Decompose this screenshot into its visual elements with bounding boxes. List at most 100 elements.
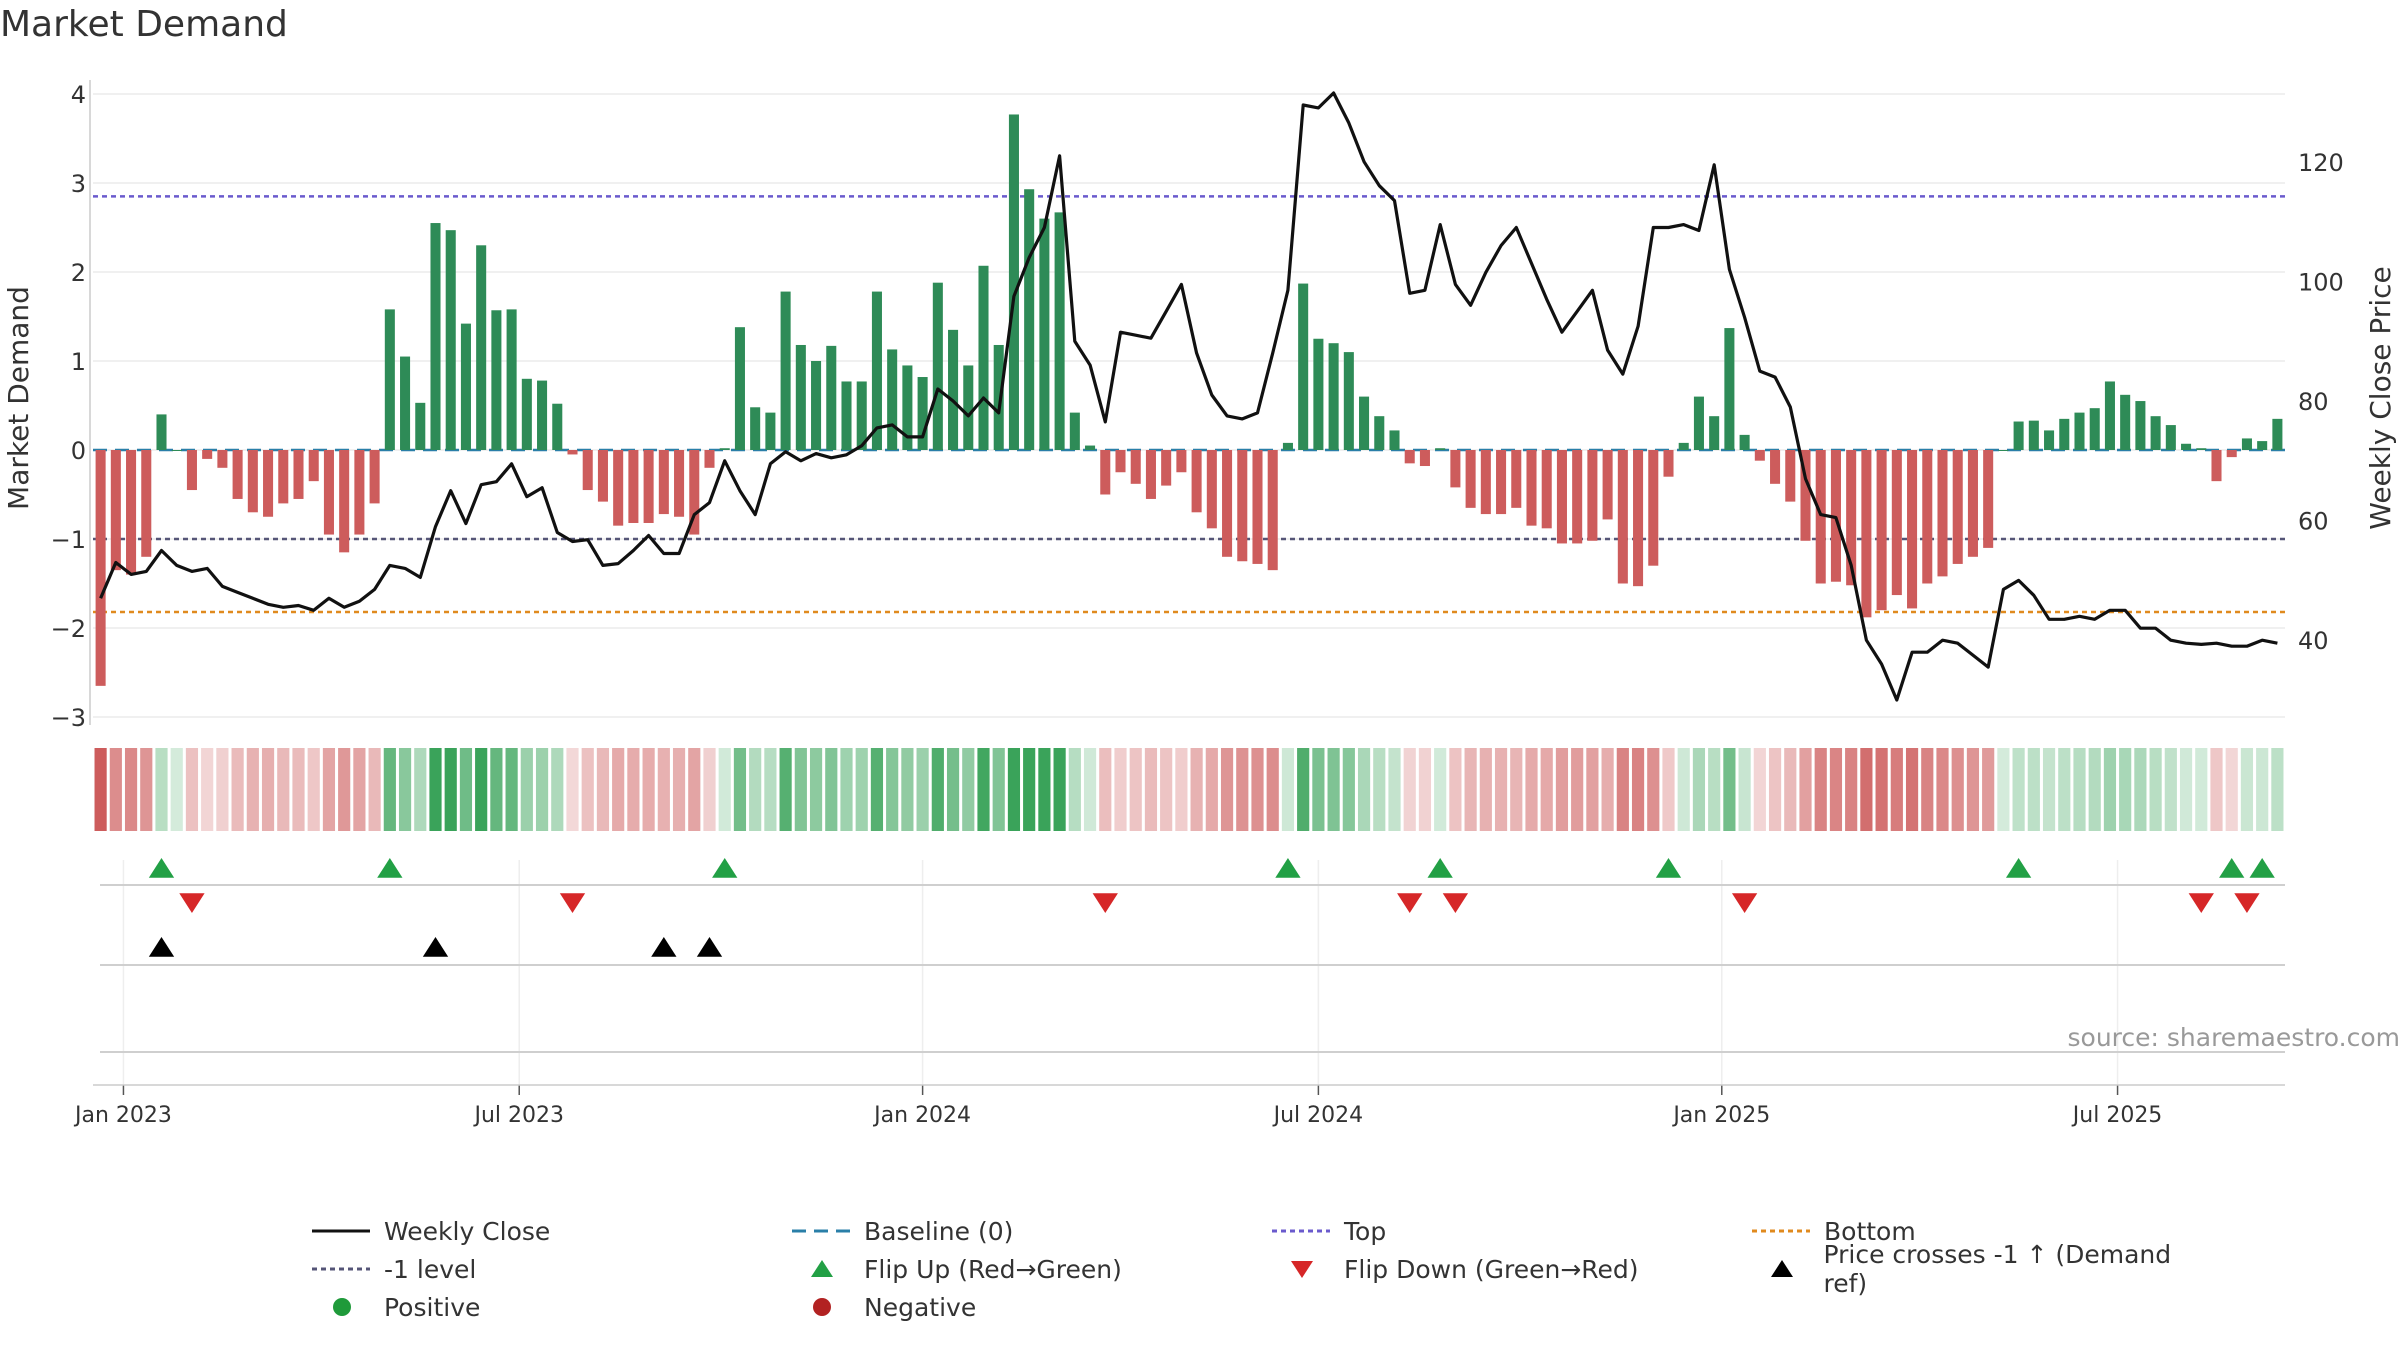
heat-cell (1799, 748, 1812, 831)
heat-cell (2012, 748, 2025, 831)
demand-bar (1130, 450, 1141, 484)
demand-bar (1237, 450, 1248, 562)
heat-cell (1997, 748, 2010, 831)
heat-cell (1738, 748, 1751, 831)
demand-bar (1359, 396, 1370, 450)
heat-cell (2134, 748, 2147, 831)
demand-bar (917, 377, 928, 450)
demand-bar (963, 365, 974, 450)
demand-bar (141, 450, 152, 557)
heat-cell (185, 748, 199, 831)
heat-cell (2225, 748, 2238, 831)
heat-cell (201, 748, 214, 831)
demand-bar (1511, 450, 1522, 508)
demand-bar (445, 230, 456, 450)
heat-cell (1434, 748, 1447, 831)
heat-cell (855, 748, 868, 831)
heat-cell (535, 748, 549, 831)
demand-bar (1830, 450, 1841, 582)
demand-bar (1907, 450, 1918, 609)
heat-cell (414, 748, 427, 831)
legend-label: Weekly Close (384, 1216, 551, 1246)
legend-label: Flip Up (Red→Green) (864, 1254, 1122, 1284)
heat-cell (353, 748, 366, 831)
demand-bar (126, 450, 137, 575)
demand-bar (1282, 442, 1293, 450)
grid-lines (93, 93, 2285, 1085)
demand-bar (2165, 425, 2176, 450)
heat-cell (1007, 748, 1021, 831)
heat-cell (1160, 748, 1173, 831)
heat-cell (520, 748, 533, 831)
y-tick-label: −3 (51, 704, 86, 732)
legend-swatch-icon (312, 1267, 370, 1271)
demand-bar (1602, 450, 1613, 520)
heat-cell (566, 748, 579, 831)
heat-cell (1114, 748, 1127, 831)
x-tick-label: Jul 2024 (1272, 1103, 1364, 1128)
heat-cell (1342, 748, 1355, 831)
demand-bar (1100, 450, 1111, 495)
demand-bar (1678, 442, 1689, 450)
demand-bar (765, 412, 776, 450)
heat-cell (1023, 748, 1036, 831)
demand-bar (948, 329, 959, 450)
flip-down-marker (1442, 893, 1469, 913)
heat-cell (657, 748, 670, 831)
heat-cell (155, 748, 168, 831)
demand-bar (1496, 450, 1507, 515)
y-tick-label: 2 (71, 259, 86, 287)
demand-bar (1480, 450, 1491, 515)
demand-bar (993, 344, 1004, 450)
demand-bar (2135, 401, 2146, 450)
legend-label: Negative (864, 1292, 977, 1322)
demand-bar (978, 265, 989, 450)
heat-cell (277, 748, 290, 831)
heat-cell (490, 748, 503, 831)
heat-cell (2119, 748, 2132, 831)
demand-bar (263, 450, 274, 517)
demand-bar (1983, 450, 1994, 548)
demand-bar (1815, 450, 1826, 584)
heat-cell (794, 748, 807, 831)
heat-cell (2149, 748, 2162, 831)
flip-down-marker (179, 893, 205, 913)
demand-bar (217, 450, 228, 468)
source-note: source: sharemaestro.com (2067, 1023, 2400, 1052)
demand-bar (1891, 450, 1902, 596)
heat-cell (109, 748, 122, 831)
heat-cell (1875, 748, 1888, 831)
heat-cell (1388, 748, 1401, 831)
heat-cell (1175, 748, 1188, 831)
heat-cell (338, 748, 351, 831)
demand-bar (1039, 218, 1050, 450)
demand-bar (1191, 450, 1202, 513)
legend-swatch-icon (333, 1298, 351, 1316)
demand-bar (1176, 450, 1187, 473)
legend-label: Positive (384, 1292, 481, 1322)
heat-cell (170, 748, 183, 831)
heat-cell (94, 748, 107, 831)
heat-cell (1677, 748, 1690, 831)
price-cross-marker (696, 937, 723, 957)
price-cross-marker (651, 937, 677, 957)
heat-cell (1784, 748, 1797, 831)
flip-down-marker (1092, 893, 1118, 913)
heat-cell (398, 748, 412, 831)
demand-bar (1754, 450, 1765, 461)
legend-swatch-icon (1272, 1229, 1330, 1233)
demand-bar (1435, 448, 1446, 450)
demand-bar (400, 356, 411, 450)
heat-cell (825, 748, 838, 831)
demand-bar (278, 450, 289, 504)
heat-cell (1038, 748, 1051, 831)
heat-cell (2088, 748, 2101, 831)
heat-cell (444, 748, 457, 831)
heat-cell (1921, 748, 1934, 831)
heat-cell (261, 748, 275, 831)
heat-cell (1220, 748, 1234, 831)
heat-cell (1312, 748, 1325, 831)
demand-bar (658, 450, 669, 515)
legend-item: Bottom (1740, 1212, 2220, 1250)
